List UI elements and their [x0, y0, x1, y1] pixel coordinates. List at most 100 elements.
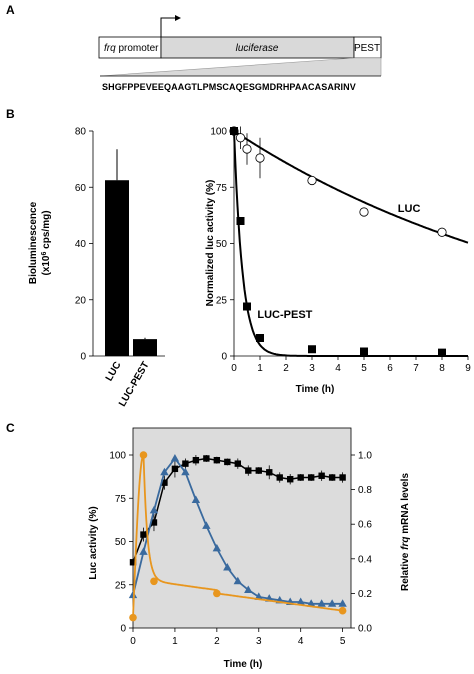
black-series-point	[234, 460, 242, 467]
c-y-left-tick-label: 100	[109, 451, 126, 462]
c-x-tick-label: 3	[256, 636, 262, 647]
decay-y-tick-label: 50	[216, 239, 228, 250]
black-series-point	[150, 519, 158, 526]
c-ylabel-right-italic: frq	[400, 537, 411, 550]
blue-series-point	[327, 599, 337, 607]
blue-series-point	[223, 562, 232, 571]
black-series-point	[192, 456, 200, 464]
promoter-label: frq promoter	[104, 43, 159, 54]
blue-series-point	[244, 585, 253, 593]
panel-b-letter: B	[6, 107, 15, 121]
luc-curve-label: LUC	[398, 203, 421, 215]
c-y-left-tick-label: 75	[115, 494, 127, 505]
black-series-point	[266, 469, 273, 476]
c-y-right-tick-label: 1.0	[358, 451, 372, 462]
bar-ylabel-line1: Bioluminescence	[28, 201, 39, 284]
black-series-point	[213, 456, 221, 464]
black-series-point	[287, 476, 294, 483]
time-course-chart: Luc activity (%) Relative frq mRNA level…	[88, 427, 411, 670]
bar-y-tick-label: 60	[75, 183, 87, 194]
c-y-left-tick-label: 25	[115, 580, 127, 591]
bar-y-tick-label: 0	[80, 352, 86, 363]
black-series-point	[129, 559, 137, 566]
orange-series-point	[338, 606, 347, 615]
black-series-point	[339, 474, 346, 481]
black-series-point	[203, 455, 210, 462]
luc-pest-data-point	[256, 334, 264, 342]
luc-pest-data-point	[438, 348, 446, 357]
decay-xlabel: Time (h)	[296, 384, 335, 395]
c-y-right-tick-label: 0.0	[358, 624, 372, 635]
c-y-left-tick-label: 50	[115, 537, 127, 548]
decay-x-tick-label: 4	[335, 363, 341, 374]
decay-x-tick-label: 7	[413, 363, 419, 374]
c-x-tick-label: 2	[214, 636, 220, 647]
c-x-tick-label: 5	[340, 636, 346, 647]
panel-c-letter: C	[6, 421, 15, 435]
c-x-tick-label: 0	[130, 636, 136, 647]
arrow-head-icon	[175, 15, 181, 21]
black-series-point	[328, 474, 336, 481]
orange-series-line	[132, 452, 343, 618]
decay-y-tick-label: 100	[210, 127, 227, 138]
c-x-tick-label: 1	[172, 636, 178, 647]
decay-ylabel: Normalized luc activity (%)	[205, 180, 216, 307]
bioluminescence-bar-chart: Bioluminescence (x106 cps/mg) 0 20 40 60 80 L…	[28, 127, 165, 409]
construct-diagram: frq promoter luciferase PEST SHGFPPEVEEQ…	[98, 15, 382, 92]
luc-pest-data-point	[230, 127, 238, 135]
decay-x-tick-label: 0	[231, 363, 237, 374]
decay-x-tick-label: 1	[257, 363, 263, 374]
black-series-point	[140, 531, 147, 538]
c-x-tick-label: 4	[298, 636, 304, 647]
orange-series-point	[150, 577, 158, 586]
blue-series-point	[191, 495, 201, 503]
fit-curve-luc-pest	[233, 130, 468, 357]
blue-series-point	[296, 597, 305, 606]
blue-series-point	[170, 453, 180, 462]
luc-pest-data-point	[360, 347, 368, 356]
decay-x-tick-label: 8	[439, 363, 445, 374]
orange-series-point	[129, 613, 137, 622]
luc-data-point	[235, 133, 246, 143]
orange-series-point	[213, 589, 221, 598]
black-series-point	[224, 458, 231, 466]
blue-series-point	[254, 592, 263, 600]
black-series-point	[307, 474, 315, 481]
c-ylabel-right: Relative frq mRNA levels	[400, 473, 411, 591]
c-y-left-tick-label: 0	[120, 624, 126, 635]
luc-data-point	[437, 227, 447, 237]
luc-data-point	[242, 144, 252, 154]
luc-pest-curve-label: LUC-PEST	[257, 309, 312, 321]
bar-luc	[105, 180, 129, 356]
luc-data-point	[255, 153, 265, 163]
luc-pest-data-point	[243, 302, 251, 311]
c-xlabel: Time (h)	[224, 659, 263, 670]
fit-curve-luc	[233, 130, 469, 244]
luc-decay-chart: Normalized luc activity (%) Time (h) 025…	[205, 126, 471, 395]
black-series-point	[276, 474, 283, 481]
c-ylabel-left: Luc activity (%)	[88, 506, 99, 579]
blue-series-point	[233, 576, 243, 585]
luc-data-point	[307, 175, 317, 186]
blue-series-point	[139, 547, 148, 555]
bar-ylabel-superscript: 6	[41, 252, 48, 256]
c-y-right-tick-label: 0.2	[358, 589, 372, 600]
luciferase-label: luciferase	[236, 43, 279, 54]
luc-pest-data-point	[236, 217, 245, 225]
c-y-right-tick-label: 0.6	[358, 520, 372, 531]
pest-label: PEST	[354, 43, 380, 54]
decay-x-tick-label: 3	[309, 363, 315, 374]
blue-series-point	[181, 467, 190, 476]
bar-ylabel-suffix: cps/mg)	[41, 210, 52, 251]
decay-x-tick-label: 5	[361, 363, 367, 374]
luc-data-point	[359, 207, 369, 217]
c-plot-background	[132, 427, 352, 629]
blue-series-point	[202, 521, 211, 529]
black-series-point	[245, 467, 252, 474]
blue-series-point	[306, 599, 316, 607]
blue-series-point	[160, 467, 169, 476]
black-series-point	[161, 479, 168, 486]
c-y-right-tick-label: 0.4	[358, 554, 372, 565]
bar-y-tick-label: 80	[75, 127, 87, 138]
bar-y-tick-label: 20	[75, 295, 87, 306]
